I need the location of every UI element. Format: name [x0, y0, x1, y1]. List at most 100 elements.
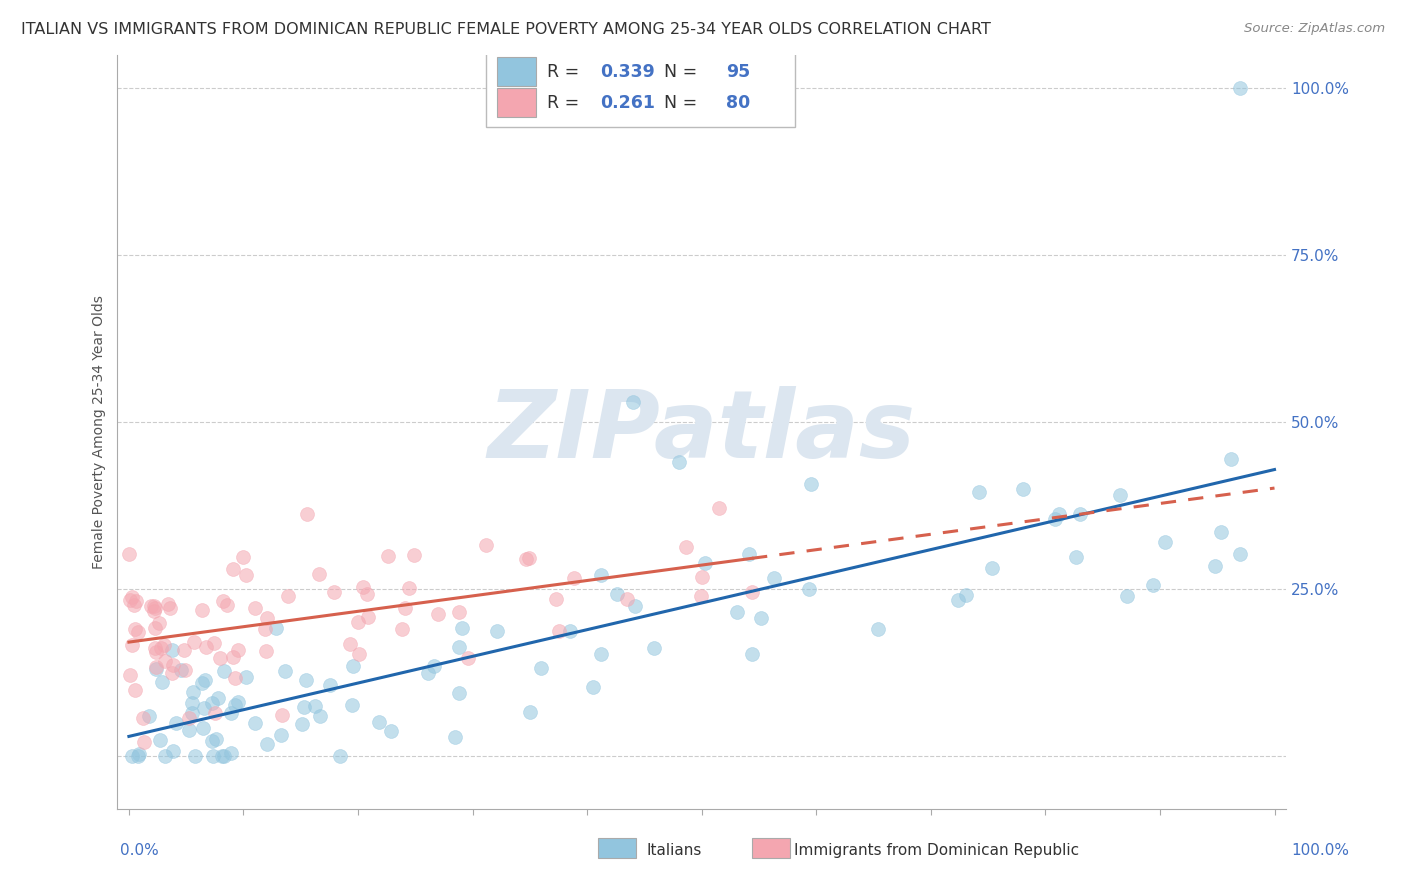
Point: [1045, 512, 1067, 526]
Text: 0.339: 0.339: [600, 62, 655, 80]
Text: 100.0%: 100.0%: [1292, 843, 1350, 858]
Point: [304, 698, 326, 713]
Point: [219, 746, 242, 760]
Point: [558, 624, 581, 638]
Point: [418, 665, 440, 680]
Point: [391, 623, 413, 637]
Point: [201, 734, 224, 748]
Point: [121, 590, 143, 604]
Point: [159, 600, 181, 615]
Point: [235, 669, 257, 683]
Point: [423, 659, 446, 673]
Point: [980, 560, 1002, 574]
Point: [866, 622, 889, 636]
Text: N =: N =: [652, 62, 703, 80]
Point: [181, 685, 204, 699]
Point: [741, 585, 763, 599]
Point: [183, 635, 205, 649]
Point: [254, 644, 277, 658]
Point: [204, 731, 226, 746]
Y-axis label: Female Poverty Among 25-34 Year Olds: Female Poverty Among 25-34 Year Olds: [93, 295, 107, 569]
Point: [138, 709, 160, 723]
Point: [562, 571, 585, 585]
Point: [738, 547, 761, 561]
Point: [118, 668, 141, 682]
Point: [271, 708, 294, 723]
Point: [184, 748, 207, 763]
Point: [329, 748, 352, 763]
Point: [799, 582, 821, 596]
Point: [131, 711, 153, 725]
Point: [443, 730, 465, 744]
Point: [150, 675, 173, 690]
Point: [955, 588, 977, 602]
Point: [689, 589, 711, 603]
Point: [347, 648, 370, 662]
Point: [1220, 452, 1243, 467]
Text: 0.0%: 0.0%: [120, 843, 159, 858]
Point: [170, 664, 193, 678]
Point: [145, 659, 167, 673]
Point: [226, 643, 249, 657]
Point: [153, 654, 176, 668]
Point: [160, 665, 183, 680]
Point: [150, 641, 173, 656]
Point: [191, 721, 214, 735]
Point: [277, 589, 299, 603]
Point: [582, 680, 605, 694]
Point: [515, 552, 537, 566]
Point: [177, 723, 200, 738]
Point: [162, 744, 184, 758]
Point: [148, 615, 170, 630]
Point: [264, 621, 287, 635]
Point: [202, 635, 225, 649]
Point: [256, 611, 278, 625]
Point: [274, 664, 297, 678]
Point: [118, 592, 141, 607]
Point: [1069, 507, 1091, 521]
Point: [368, 715, 391, 730]
Point: [202, 748, 225, 763]
Point: [447, 640, 470, 655]
Point: [741, 647, 763, 661]
Point: [125, 594, 148, 608]
Point: [1209, 524, 1232, 539]
Point: [1142, 578, 1164, 592]
Point: [668, 455, 690, 469]
Point: [253, 623, 276, 637]
Point: [212, 593, 235, 607]
Point: [519, 551, 541, 566]
Point: [224, 698, 246, 713]
Text: ITALIAN VS IMMIGRANTS FROM DOMINICAN REPUBLIC FEMALE POVERTY AMONG 25-34 YEAR OL: ITALIAN VS IMMIGRANTS FROM DOMINICAN REP…: [21, 22, 991, 37]
Point: [191, 676, 214, 690]
Text: Italians: Italians: [647, 843, 702, 858]
Point: [800, 477, 823, 491]
Point: [173, 643, 195, 657]
Point: [141, 599, 163, 613]
Point: [643, 640, 665, 655]
Point: [124, 683, 146, 698]
Point: [224, 671, 246, 685]
Point: [292, 700, 315, 714]
Point: [201, 696, 224, 710]
Point: [212, 748, 235, 763]
Point: [219, 706, 242, 720]
Point: [356, 587, 378, 601]
Point: [544, 591, 567, 606]
Point: [195, 640, 218, 655]
Point: [398, 582, 420, 596]
Point: [530, 661, 553, 675]
Point: [215, 598, 238, 612]
Point: [1109, 488, 1132, 502]
Text: 80: 80: [727, 94, 751, 112]
Point: [160, 643, 183, 657]
Point: [132, 734, 155, 748]
Point: [291, 716, 314, 731]
Point: [693, 557, 716, 571]
Text: 0.261: 0.261: [600, 94, 655, 112]
Point: [127, 748, 149, 763]
Point: [377, 549, 399, 563]
Point: [1229, 548, 1251, 562]
Point: [485, 624, 508, 638]
Point: [447, 605, 470, 619]
